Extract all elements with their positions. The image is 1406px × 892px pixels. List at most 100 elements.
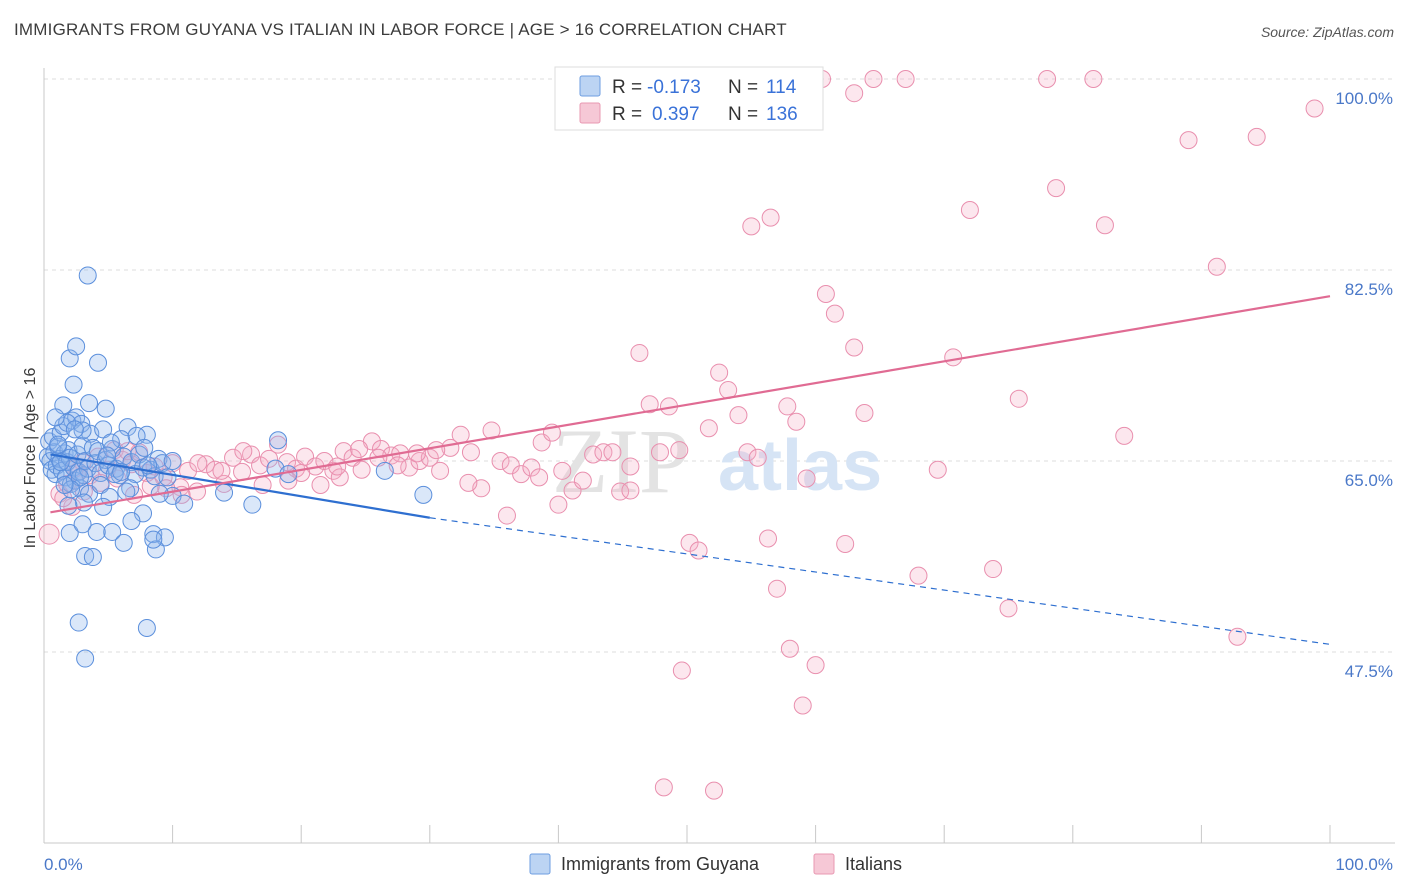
- point-guyana-99: [269, 431, 288, 450]
- bottom-legend-swatch-italians: [813, 853, 835, 875]
- legend-swatch-guyana: [579, 75, 601, 97]
- point-guyana-56: [67, 337, 86, 356]
- point-italians-115: [793, 696, 812, 715]
- point-guyana-96: [215, 483, 234, 502]
- point-italians-126: [330, 468, 349, 487]
- point-guyana-108: [98, 446, 117, 465]
- point-italians-53: [522, 458, 541, 477]
- legend-n-value-1: 114: [766, 77, 797, 98]
- point-guyana-71: [65, 420, 84, 439]
- y-tick-label-2: 82.5%: [1345, 280, 1393, 299]
- bottom-legend-label-guyana: Immigrants from Guyana: [561, 854, 760, 874]
- point-italians-93: [928, 460, 947, 479]
- point-italians-82: [806, 656, 825, 675]
- point-guyana-91: [76, 546, 95, 565]
- point-italians-80: [787, 412, 806, 431]
- point-italians-78: [768, 579, 787, 598]
- y-tick-label-0: 47.5%: [1345, 662, 1393, 681]
- point-guyana-67: [46, 408, 65, 427]
- point-italians-131: [234, 442, 253, 461]
- point-italians-56: [553, 461, 572, 480]
- point-italians-69: [680, 533, 699, 552]
- point-italians-68: [670, 441, 689, 460]
- point-italians-22: [224, 448, 243, 467]
- point-italians-72: [710, 363, 729, 382]
- point-italians-61: [603, 443, 622, 462]
- trend-line-guyana: [50, 453, 430, 519]
- data-points: [38, 70, 1324, 800]
- point-guyana-75: [135, 438, 154, 457]
- y-tick-label-3: 100.0%: [1335, 89, 1393, 108]
- point-guyana-79: [59, 496, 78, 515]
- trend-line-italians: [50, 295, 1331, 514]
- point-italians-44: [431, 461, 450, 480]
- point-guyana-53: [158, 468, 177, 487]
- point-guyana-110: [49, 435, 68, 454]
- point-italians-133: [189, 454, 208, 473]
- point-italians-103: [1115, 426, 1134, 445]
- point-guyana-90: [87, 522, 106, 541]
- point-italians-114: [780, 639, 799, 658]
- point-guyana-83: [122, 512, 141, 531]
- point-italians-117: [530, 468, 549, 487]
- point-italians-119: [497, 506, 516, 525]
- point-italians-127: [311, 476, 330, 495]
- point-italians-101: [1084, 70, 1103, 88]
- point-guyana-68: [71, 468, 90, 487]
- point-guyana-111: [55, 476, 74, 495]
- point-italians-49: [482, 421, 501, 440]
- point-italians-122: [407, 444, 426, 463]
- bottom-legend-swatch-guyana: [529, 853, 551, 875]
- point-italians-87: [855, 403, 874, 422]
- point-italians-60: [594, 443, 613, 462]
- point-guyana-84: [144, 525, 163, 544]
- point-italians-17: [179, 461, 198, 480]
- point-italians-145: [328, 457, 347, 476]
- point-italians-107: [1247, 127, 1266, 146]
- y-axis-label: In Labor Force | Age > 16: [22, 368, 39, 549]
- legend-r-label-2: R =: [612, 104, 642, 125]
- point-italians-36: [352, 460, 371, 479]
- point-italians-104: [1179, 131, 1198, 150]
- watermark-zip: ZIP: [552, 410, 690, 512]
- point-italians-52: [512, 465, 531, 484]
- point-guyana-87: [114, 533, 133, 552]
- point-italians-94: [944, 348, 963, 367]
- point-italians-47: [461, 443, 480, 462]
- trend-line-guyana-extension: [429, 517, 1331, 645]
- legend: R = -0.173 N = 114 R = 0.397 N = 136: [554, 66, 824, 131]
- point-italians-112: [742, 217, 761, 236]
- point-italians-83: [816, 285, 835, 304]
- point-italians-26: [260, 449, 279, 468]
- point-italians-89: [896, 70, 915, 88]
- point-guyana-58: [80, 394, 99, 413]
- point-guyana-59: [64, 375, 83, 394]
- point-italians-120: [459, 473, 478, 492]
- point-guyana-103: [78, 266, 97, 285]
- point-italians-85: [836, 534, 855, 553]
- point-guyana-89: [73, 515, 92, 534]
- point-italians-81: [797, 469, 816, 488]
- point-italians-84: [825, 304, 844, 323]
- point-italians-105: [1207, 257, 1226, 276]
- point-italians-46: [451, 425, 470, 444]
- point-italians-102: [1095, 216, 1114, 235]
- point-italians-111: [705, 781, 724, 800]
- point-italians-132: [212, 461, 231, 480]
- point-italians-66: [650, 443, 669, 462]
- point-italians-121: [427, 441, 446, 460]
- point-italians-125: [350, 439, 369, 458]
- point-guyana-54: [163, 452, 182, 470]
- point-italians-86: [845, 338, 864, 357]
- point-guyana-85: [155, 528, 174, 547]
- point-italians-100: [1047, 179, 1066, 198]
- point-italians-91: [845, 84, 864, 103]
- point-italians-0: [38, 523, 60, 545]
- point-italians-71: [699, 419, 718, 438]
- point-italians-75: [738, 443, 757, 462]
- point-guyana-32: [83, 438, 102, 457]
- legend-swatch-italians: [579, 102, 601, 124]
- chart-title: IMMIGRANTS FROM GUYANA VS ITALIAN IN LAB…: [14, 20, 787, 39]
- point-italians-110: [672, 661, 691, 680]
